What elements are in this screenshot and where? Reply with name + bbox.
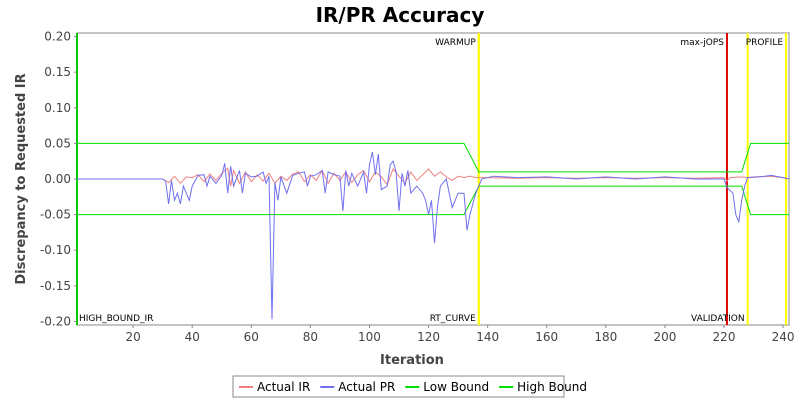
marker-label-5: PROFILE bbox=[746, 38, 784, 48]
legend-label-2: Low Bound bbox=[423, 380, 489, 394]
y-tick-label-2: -0.10 bbox=[40, 243, 71, 257]
y-tick-label-3: -0.05 bbox=[40, 208, 71, 222]
y-axis-label: Discrepancy to Requested IR bbox=[14, 73, 29, 284]
y-tick-label-5: 0.05 bbox=[44, 136, 71, 150]
x-tick-label-10: 220 bbox=[713, 330, 736, 344]
x-axis: 20 40 60 80 100 120 140 160 180 200 220 240 bbox=[125, 325, 795, 344]
y-axis: -0.20 -0.15 -0.10 -0.05 0.00 0.05 0.10 0.15 0.20 bbox=[40, 30, 77, 328]
y-tick-label-1: -0.15 bbox=[40, 279, 71, 293]
y-tick-label-8: 0.20 bbox=[44, 30, 71, 44]
legend-box bbox=[232, 375, 565, 398]
marker-label-2: RT_CURVE bbox=[430, 314, 476, 324]
series-line-1 bbox=[77, 151, 790, 320]
x-tick-label-5: 120 bbox=[417, 330, 440, 344]
x-tick-label-11: 240 bbox=[772, 330, 795, 344]
x-tick-label-0: 20 bbox=[125, 330, 140, 344]
legend-label-0: Actual IR bbox=[257, 380, 310, 394]
x-tick-label-4: 100 bbox=[358, 330, 381, 344]
x-tick-label-9: 200 bbox=[653, 330, 676, 344]
legend-label-3: High Bound bbox=[517, 380, 587, 394]
y-tick-label-4: 0.00 bbox=[44, 172, 71, 186]
y-tick-label-6: 0.10 bbox=[44, 101, 71, 115]
series-line-0 bbox=[77, 167, 790, 187]
event-marker-labels: HIGH_BOUND_IR WARMUP RT_CURVE max-jOPS VALID… bbox=[79, 38, 783, 324]
y-tick-label-0: -0.20 bbox=[40, 314, 71, 328]
marker-label-1: WARMUP bbox=[435, 38, 476, 48]
series-lines bbox=[77, 142, 790, 320]
x-tick-label-2: 60 bbox=[244, 330, 259, 344]
marker-label-4: VALIDATION bbox=[691, 314, 745, 324]
marker-label-3: max-jOPS bbox=[680, 38, 724, 48]
y-tick-label-7: 0.15 bbox=[44, 65, 71, 79]
x-tick-label-6: 140 bbox=[476, 330, 499, 344]
legend-label-1: Actual PR bbox=[338, 380, 395, 394]
x-tick-label-3: 80 bbox=[303, 330, 318, 344]
series-line-3 bbox=[77, 142, 789, 173]
series-line-2 bbox=[77, 185, 789, 216]
legend: Actual IR Actual PR Low Bound High Bound bbox=[232, 375, 587, 398]
x-tick-label-7: 160 bbox=[535, 330, 558, 344]
chart-title: IR/PR Accuracy bbox=[316, 3, 485, 27]
x-tick-label-1: 40 bbox=[185, 330, 200, 344]
x-axis-label: Iteration bbox=[380, 353, 444, 368]
x-tick-label-8: 180 bbox=[594, 330, 617, 344]
marker-label-0: HIGH_BOUND_IR bbox=[79, 314, 153, 324]
